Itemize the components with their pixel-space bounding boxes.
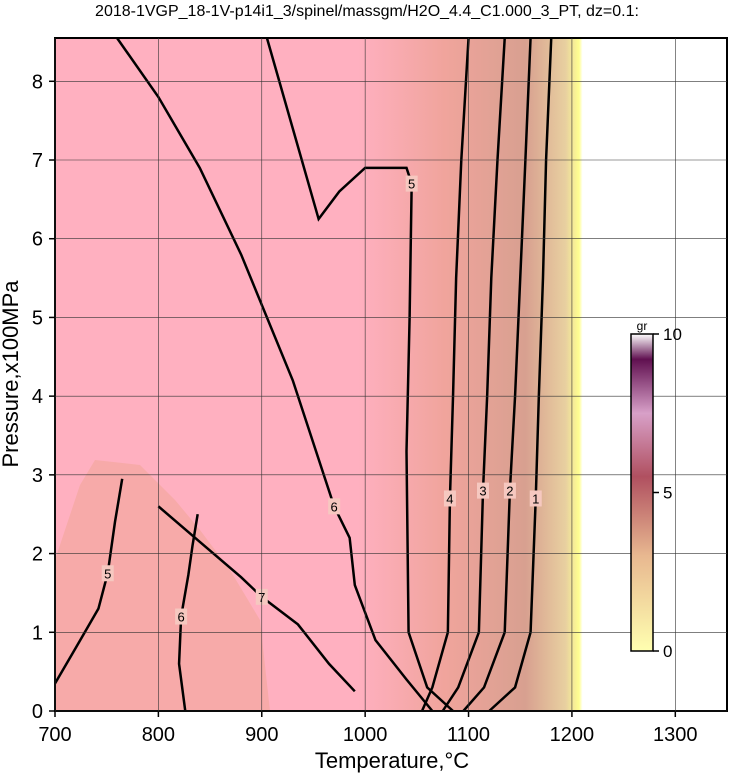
contour-label-bg <box>405 175 418 192</box>
y-tick-label: 0 <box>32 701 43 723</box>
contour-label-bg <box>529 490 542 507</box>
contour-label: 5 <box>408 177 415 192</box>
contour-label: 6 <box>331 499 338 514</box>
contour-label: 2 <box>506 484 513 499</box>
x-tick-label: 700 <box>38 724 71 746</box>
contour-label-bg <box>443 490 456 507</box>
contour-label: 3 <box>479 484 486 499</box>
y-axis-label: Pressure,x100MPa <box>0 280 23 468</box>
chart-title: 2018-1VGP_18-1V-p14i1_3/spinel/massgm/H2… <box>95 3 639 20</box>
contour-line <box>420 37 470 712</box>
y-tick-label: 7 <box>32 150 43 172</box>
colorbar-label: gr <box>637 319 648 333</box>
x-axis-label: Temperature,°C <box>315 748 469 773</box>
contour-line <box>177 514 199 712</box>
x-tick-label: 800 <box>142 724 175 746</box>
y-tick-label: 6 <box>32 229 43 251</box>
contour-label: 5 <box>104 566 111 581</box>
y-tick-label: 3 <box>32 465 43 487</box>
contour-line <box>488 37 553 712</box>
x-tick-label: 1300 <box>653 724 698 746</box>
y-tick-label: 2 <box>32 544 43 566</box>
contour-label: 1 <box>532 491 539 506</box>
colorbar-tick-label: 5 <box>663 484 672 503</box>
x-tick-label: 1100 <box>447 724 490 746</box>
contour-label-bg <box>477 482 490 499</box>
low-region <box>55 460 270 711</box>
y-tick-label: 1 <box>32 622 43 644</box>
colorbar-tick-label: 0 <box>663 642 672 661</box>
y-tick-label: 8 <box>32 71 43 93</box>
contour-line <box>53 478 124 685</box>
y-tick-label: 5 <box>32 307 43 329</box>
contour-label-bg <box>101 565 114 582</box>
x-tick-label: 1200 <box>550 724 595 746</box>
contour-line <box>441 37 506 712</box>
y-tick-label: 4 <box>32 386 43 408</box>
x-tick-label: 1000 <box>343 724 388 746</box>
contour-label-bg <box>175 608 188 625</box>
colorbar-tick-label: 10 <box>663 325 682 344</box>
contour-label: 4 <box>446 491 453 506</box>
contour-label-bg <box>503 482 516 499</box>
contour-label-bg <box>328 498 341 515</box>
contour-line <box>462 37 532 712</box>
colorbar <box>630 333 654 652</box>
contour-label: 6 <box>178 610 185 625</box>
x-tick-label: 900 <box>245 724 278 746</box>
